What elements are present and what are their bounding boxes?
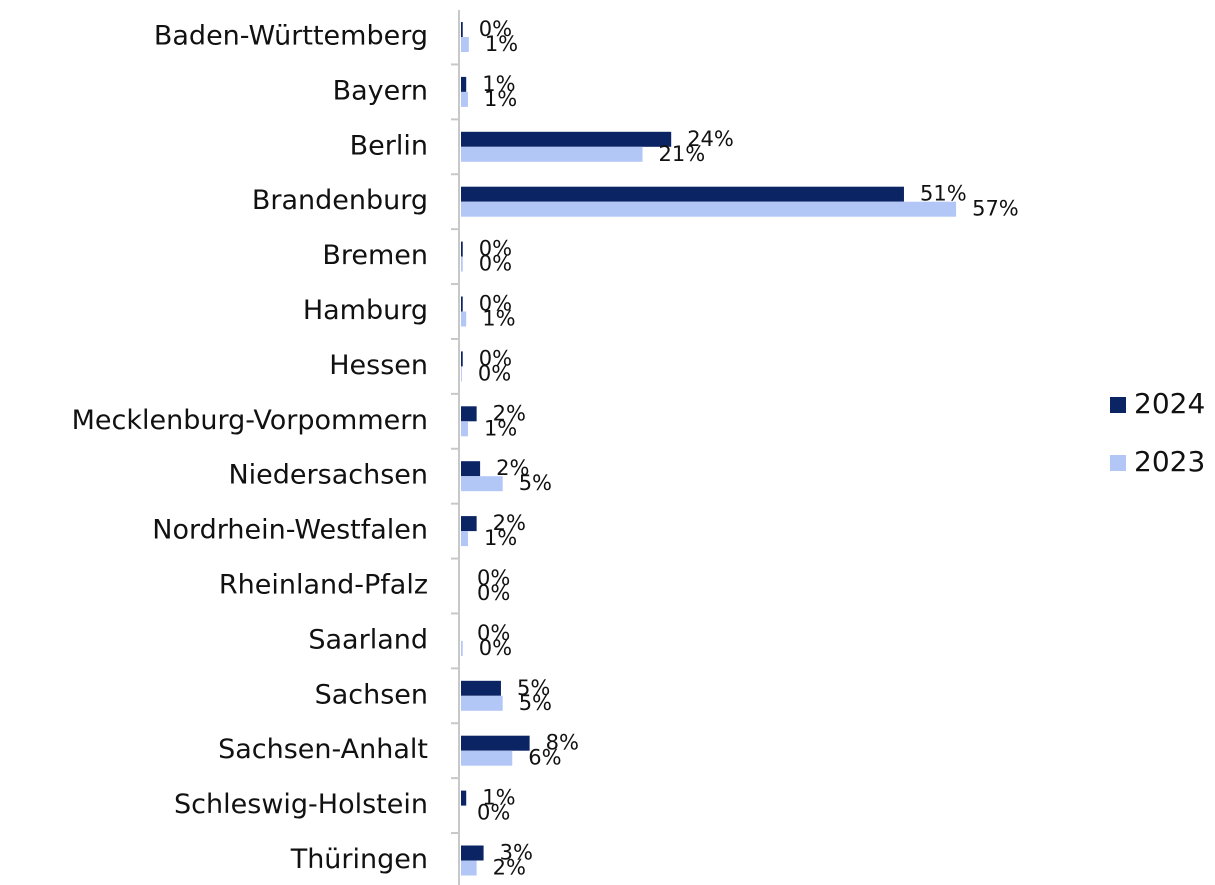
- bar: [461, 256, 463, 272]
- bar: [461, 516, 477, 532]
- value-label: 5%: [519, 691, 552, 715]
- value-label: 1%: [482, 786, 515, 810]
- category-label: Bayern: [333, 75, 428, 106]
- value-label: 1%: [484, 87, 517, 111]
- bar: [461, 750, 513, 766]
- category-label: Hamburg: [303, 295, 428, 326]
- value-label: 0%: [479, 252, 512, 276]
- bar: [461, 22, 463, 37]
- bar: [461, 790, 467, 806]
- value-label: 0%: [479, 346, 512, 370]
- value-label: 1%: [485, 32, 518, 56]
- bar: [461, 241, 463, 257]
- bar: [461, 406, 477, 422]
- category-label: Saarland: [308, 624, 428, 655]
- bar: [461, 461, 481, 477]
- value-label: 0%: [477, 566, 510, 590]
- value-label: 24%: [687, 127, 734, 151]
- bar: [461, 131, 672, 147]
- category-label: Thüringen: [290, 844, 428, 875]
- bar: [461, 366, 462, 382]
- bar: [461, 476, 503, 492]
- value-label: 0%: [478, 361, 511, 385]
- value-label: 0%: [479, 292, 512, 316]
- bar: [461, 735, 530, 751]
- category-label: Niedersachsen: [228, 460, 428, 491]
- bar: [461, 680, 501, 696]
- category-label: Sachsen-Anhalt: [218, 734, 428, 765]
- value-label: 2%: [493, 401, 526, 425]
- value-label: 3%: [500, 841, 533, 865]
- value-label: 1%: [484, 416, 517, 440]
- value-label: 0%: [477, 621, 510, 645]
- legend-swatch: [1110, 397, 1126, 413]
- category-label: Nordrhein-Westfalen: [152, 515, 428, 546]
- value-label: 1%: [484, 526, 517, 550]
- bar: [461, 640, 463, 656]
- bar: [461, 421, 468, 437]
- value-label: 0%: [479, 17, 512, 41]
- bar: [461, 695, 503, 711]
- value-label: 5%: [519, 471, 552, 495]
- legend-swatch: [1110, 455, 1126, 471]
- bar: [461, 531, 468, 547]
- category-label: Baden-Württemberg: [154, 21, 428, 52]
- value-label: 0%: [477, 581, 510, 605]
- value-label: 1%: [482, 72, 515, 96]
- value-label: 8%: [546, 731, 579, 755]
- bar: [461, 186, 904, 202]
- bar: [461, 296, 463, 312]
- value-label: 2%: [493, 856, 526, 880]
- bar: [461, 845, 484, 861]
- bar: [461, 76, 467, 92]
- bar: [461, 351, 463, 367]
- bar: [461, 37, 469, 52]
- bar: [461, 860, 477, 876]
- value-label: 21%: [659, 142, 706, 166]
- bar: [461, 311, 467, 327]
- value-label: 0%: [477, 801, 510, 825]
- value-label: 0%: [479, 636, 512, 660]
- value-label: 57%: [972, 197, 1019, 221]
- value-label: 2%: [493, 511, 526, 535]
- bar: [461, 91, 468, 107]
- value-label: 1%: [482, 307, 515, 331]
- category-label: Rheinland-Pfalz: [219, 570, 428, 601]
- category-label: Schleswig-Holstein: [174, 789, 428, 820]
- category-label: Hessen: [329, 350, 428, 381]
- bar: [461, 201, 957, 217]
- value-label: 6%: [528, 746, 561, 770]
- value-label: 5%: [517, 676, 550, 700]
- category-label: Sachsen: [315, 679, 428, 710]
- legend-label: 2023: [1134, 445, 1205, 478]
- bar: [461, 146, 643, 162]
- category-label: Brandenburg: [252, 185, 428, 216]
- legend-label: 2024: [1134, 387, 1205, 420]
- value-label: 0%: [479, 237, 512, 261]
- category-label: Bremen: [322, 240, 428, 271]
- category-label: Berlin: [350, 130, 428, 161]
- category-label: Mecklenburg-Vorpommern: [72, 405, 428, 436]
